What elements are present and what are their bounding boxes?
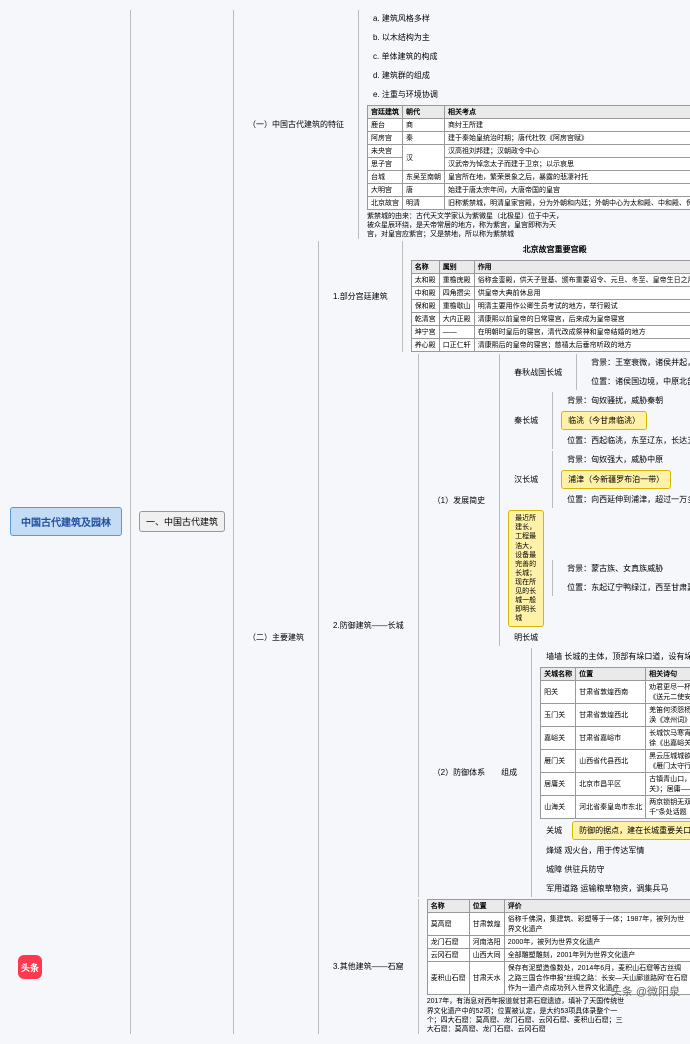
feat-a: a. 建筑风格多样 [367,10,690,27]
root-node: 中国古代建筑及园林 [10,507,122,536]
cave-table: 名称位置评价 莫高窟甘肃敦煌俗称千佛洞，集建筑、彩塑等于一体；1987年，被列为… [427,899,690,995]
branch-palace: 1.部分宫廷建筑 [327,288,394,305]
wall-han: 汉长城 [508,471,544,488]
wall-spring: 春秋战国长城 [508,364,568,381]
qin-start-hl: 临洮（今甘肃临洮） [561,411,647,430]
ming-hl: 最近所建长，工程最浩大，设备最完善的长城；现在所见的长城一般即明长城 [508,510,544,627]
feat-b: b. 以木结构为主 [367,29,690,46]
level1-node: 一、中国古代建筑 [139,511,225,532]
branch-wall: 2.防御建筑——长城 [327,617,410,634]
wall-qin: 秦长城 [508,412,544,429]
defense-sys: （2）防御体系 [427,764,491,781]
forbidden-note: 紫禁城的由来：古代天文学家认为紫微星（北极星）位于中天，被众星辰环绕，是天帝常居… [367,212,567,239]
feat-c: c. 单体建筑的构成 [367,48,690,65]
section2-title: （二）主要建筑 [242,629,310,646]
watermark-text: 头条 @微阳泉 [611,983,680,999]
gugong-title: 北京故宫重要宫殿 [411,241,690,258]
branch-cave: 3.其他建筑——石窟 [327,958,410,975]
pass-table: 关城名称位置相关诗句 阳关甘肃省敦煌西南劝君更尽一杯酒，西出阳关无故人。——唐·… [540,667,690,819]
section1-title: （一）中国古代建筑的特征 [242,116,350,133]
guan-label: 关城 [540,822,568,839]
cave-note: 2017年，有消息对西年报道就甘肃石窟遗迹，填补了天国传统世界文化遗产中的52项… [427,997,627,1033]
guan-hl: 防御的据点，建在长城重要关口，易守难攻 [572,821,690,840]
wall-dev: （1）发展简史 [427,492,491,509]
toutiao-logo-icon: 头条 [18,955,42,979]
han-start-hl: 浦津（今新疆罗布泊一带） [561,470,671,489]
feat-d: d. 建筑群的组成 [367,67,690,84]
palace-table: 宫廷建筑朝代相关考点 鹿台商商纣王所建 阿房宫秦建于秦始皇统治时期；唐代杜牧《阿… [367,105,690,210]
gugong-table: 名称属别作用 太和殿重檐庑殿俗称金銮殿，供天子登基、颁布重要诏令、元旦、冬至、皇… [411,260,690,352]
wall-ming: 明长城 [508,629,544,646]
feat-e: e. 注重与环境协调 [367,86,690,103]
